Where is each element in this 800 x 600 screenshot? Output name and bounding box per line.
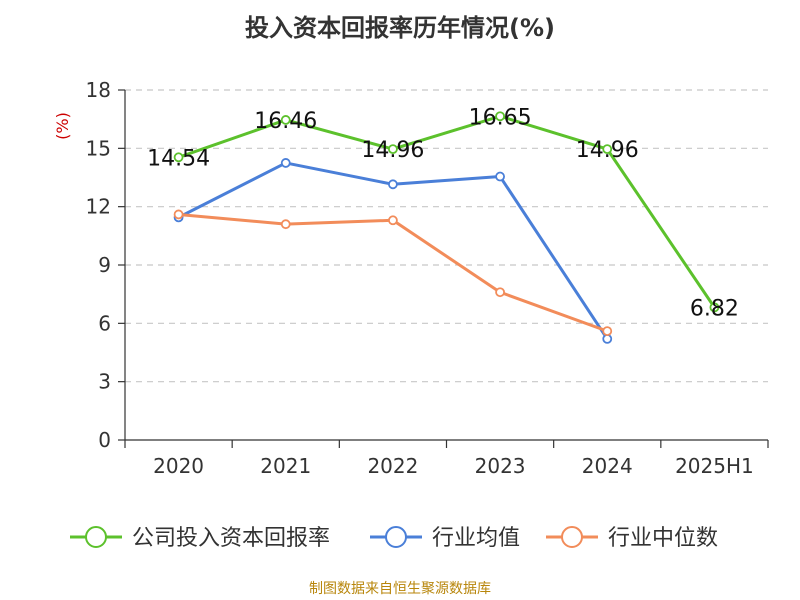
- y-tick-label: 0: [98, 428, 111, 452]
- source-note: 制图数据来自恒生聚源数据库: [309, 581, 491, 597]
- data-point: [388, 144, 398, 155]
- y-tick-label: 12: [86, 195, 111, 219]
- y-tick-label: 3: [98, 370, 111, 394]
- data-label: 14.96: [361, 138, 424, 163]
- data-point: [173, 152, 184, 163]
- data-point: [388, 179, 398, 190]
- data-label: 14.96: [576, 138, 639, 163]
- x-tick-label: 2023: [475, 454, 526, 478]
- series-line: [177, 161, 609, 340]
- data-label: 14.54: [147, 146, 210, 171]
- data-point: [280, 219, 291, 230]
- y-tick-label: 18: [86, 78, 111, 102]
- data-labels: 14.54 16.46 14.96 16.65 14.96 6.82: [147, 105, 739, 321]
- y-axis-unit: (%): [53, 112, 72, 140]
- data-point: [173, 209, 184, 220]
- data-point: [495, 171, 505, 182]
- data-point: [602, 333, 613, 344]
- y-tick-label: 6: [98, 311, 111, 335]
- series-line: [178, 212, 608, 333]
- data-point: [280, 115, 291, 125]
- y-tick-label: 15: [86, 136, 111, 160]
- legend-label: 公司投入资本回报率: [132, 526, 330, 551]
- legend-label: 行业均值: [432, 526, 520, 551]
- x-tick-label: 2022: [367, 454, 418, 478]
- data-point: [602, 326, 613, 337]
- data-label: 6.82: [690, 296, 739, 321]
- series-line: [178, 114, 716, 309]
- chart-title: 投入资本回报率历年情况(%): [245, 14, 555, 42]
- series-lines: [173, 111, 720, 344]
- data-point: [709, 302, 720, 313]
- x-tick-label: 2025H1: [675, 454, 754, 478]
- data-point: [280, 158, 291, 168]
- data-point: [495, 111, 505, 122]
- grid-lines: [125, 89, 768, 383]
- data-label: 16.46: [254, 109, 317, 134]
- data-point: [495, 287, 505, 298]
- legend-label: 行业中位数: [608, 526, 718, 551]
- x-tick-label: 2021: [260, 454, 311, 478]
- legend: 公司投入资本回报率 行业均值 行业中位数: [70, 526, 718, 551]
- data-point: [388, 215, 398, 226]
- legend-marker: [385, 526, 407, 548]
- data-point: [602, 144, 613, 155]
- legend-marker: [85, 526, 107, 548]
- x-tick-label: 2020: [153, 454, 204, 478]
- data-label: 16.65: [469, 105, 532, 130]
- axes: 0 3 6 9 12 15 18 2020 2021 2022 2023 2024 2025H1: [86, 78, 769, 478]
- y-tick-label: 9: [98, 253, 111, 277]
- x-tick-label: 2024: [582, 454, 633, 478]
- legend-marker: [561, 526, 583, 548]
